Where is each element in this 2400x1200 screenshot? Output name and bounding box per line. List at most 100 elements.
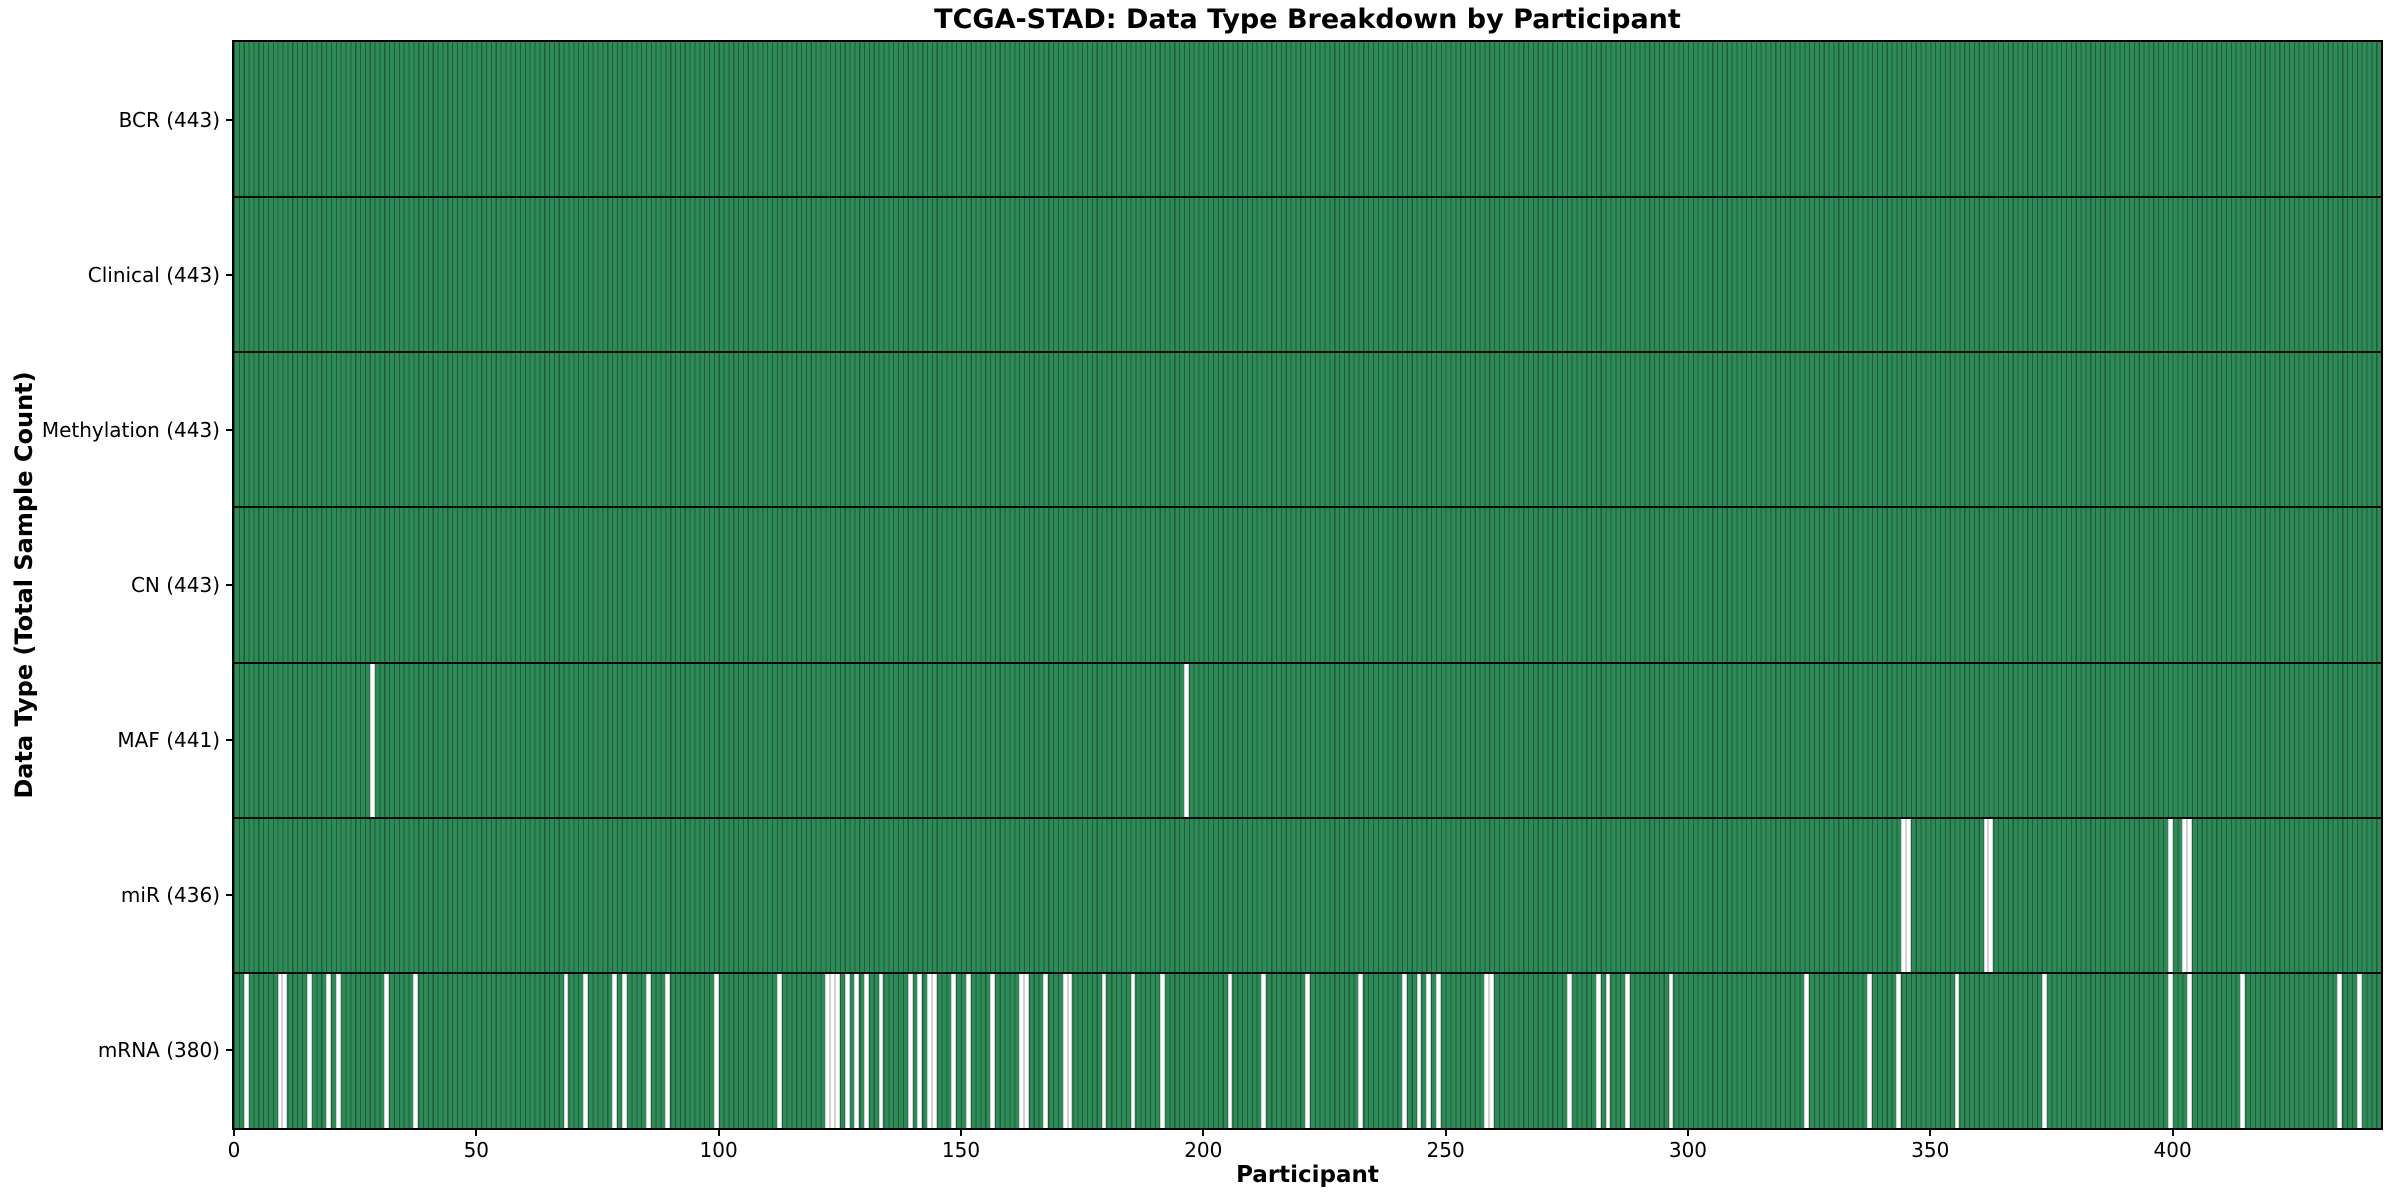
y-tick-label: Clinical (443): [87, 262, 220, 287]
y-tick: [226, 273, 234, 276]
y-tick: [226, 118, 234, 121]
absent-bar: [1402, 972, 1407, 1128]
absent-bar: [1484, 972, 1490, 1128]
absent-bar: [844, 972, 850, 1128]
absent-bar: [1062, 972, 1068, 1128]
absent-bar: [645, 972, 651, 1128]
absent-bar: [854, 972, 860, 1128]
absent-bar: [1358, 972, 1364, 1128]
absent-bar: [413, 972, 419, 1128]
x-tick-label: 400: [2153, 1138, 2192, 1162]
x-tick-label: 0: [227, 1138, 241, 1162]
absent-bar: [1668, 972, 1674, 1128]
absent-bar: [776, 972, 782, 1128]
absent-bar: [1954, 972, 1960, 1128]
absent-bar: [243, 972, 249, 1128]
absent-bar: [1988, 817, 1994, 973]
row-separator: [234, 196, 2381, 199]
absent-bar: [2182, 817, 2188, 973]
absent-bar: [1595, 972, 1601, 1128]
row-separator: [234, 816, 2381, 819]
absent-bar: [1426, 972, 1432, 1128]
row-mir: [234, 817, 2381, 973]
absent-bar: [878, 972, 884, 1128]
absent-bar: [326, 972, 331, 1128]
y-tick: [226, 584, 234, 586]
absent-bar: [621, 972, 627, 1128]
x-tick: [1444, 1128, 1447, 1136]
absent-bar: [665, 972, 671, 1128]
y-tick-label: MAF (441): [117, 728, 220, 753]
x-tick: [475, 1128, 478, 1136]
x-tick: [1929, 1128, 1932, 1136]
x-tick: [1686, 1128, 1689, 1136]
absent-bar: [927, 972, 932, 1128]
absent-bar: [1901, 817, 1907, 973]
y-tick: [226, 1049, 234, 1052]
absent-bar: [1896, 972, 1902, 1128]
x-tick: [233, 1128, 235, 1136]
absent-bar: [282, 972, 288, 1128]
absent-bar: [1067, 972, 1073, 1128]
absent-bar: [1435, 972, 1441, 1128]
absent-bar: [1043, 972, 1049, 1128]
absent-bar: [2041, 972, 2047, 1128]
y-tick-label: mRNA (380): [97, 1038, 220, 1063]
absent-bar: [306, 972, 312, 1128]
absent-bar: [369, 662, 375, 818]
absent-bar: [1867, 972, 1873, 1128]
absent-bar: [864, 972, 869, 1128]
absent-bar: [825, 972, 831, 1128]
absent-bar: [1130, 972, 1136, 1128]
row-bcr: [234, 42, 2381, 198]
absent-bar: [2240, 972, 2246, 1128]
absent-bar: [1566, 972, 1572, 1128]
absent-bar: [563, 972, 569, 1128]
row-clinical: [234, 197, 2381, 353]
row-mrna: [234, 972, 2381, 1128]
absent-bar: [1305, 972, 1310, 1128]
absent-bar: [834, 972, 840, 1128]
row-separator: [234, 661, 2381, 664]
x-tick: [1202, 1128, 1205, 1136]
y-tick: [226, 428, 234, 431]
absent-bar: [1023, 972, 1029, 1128]
row-methylation: [234, 352, 2381, 508]
absent-bar: [1804, 972, 1810, 1128]
y-tick-label: miR (436): [120, 883, 220, 908]
absent-bar: [2167, 972, 2173, 1128]
x-tick-label: 350: [1911, 1138, 1950, 1162]
absent-bar: [1416, 972, 1422, 1128]
absent-bar: [1983, 817, 1989, 973]
row-cn: [234, 507, 2381, 663]
absent-bar: [931, 972, 937, 1128]
absent-bar: [965, 972, 971, 1128]
absent-bar: [917, 972, 923, 1128]
absent-bar: [2187, 817, 2192, 973]
absent-bar: [1489, 972, 1495, 1128]
row-separator: [234, 971, 2381, 974]
y-tick-label: CN (443): [130, 573, 220, 597]
absent-bar: [1227, 972, 1233, 1128]
absent-bar: [951, 972, 957, 1128]
absent-bar: [1183, 662, 1189, 818]
absent-bar: [2337, 972, 2343, 1128]
x-tick: [717, 1128, 720, 1136]
absent-bar: [612, 972, 617, 1128]
absent-bar: [582, 972, 588, 1128]
absent-bar: [384, 972, 390, 1128]
y-tick-label: Methylation (443): [41, 417, 220, 442]
absent-bar: [277, 972, 283, 1128]
absent-bar: [1261, 972, 1267, 1128]
x-axis-label: Participant: [1236, 1162, 1379, 1188]
chart-title: TCGA-STAD: Data Type Breakdown by Partic…: [934, 4, 1681, 35]
absent-bar: [713, 972, 719, 1128]
y-tick: [226, 894, 234, 897]
x-tick-label: 300: [1668, 1138, 1708, 1162]
absent-bar: [2187, 972, 2192, 1128]
x-tick: [959, 1128, 962, 1136]
x-tick-label: 150: [941, 1138, 981, 1162]
y-tick-label: BCR (443): [118, 107, 220, 132]
absent-bar: [907, 972, 913, 1128]
